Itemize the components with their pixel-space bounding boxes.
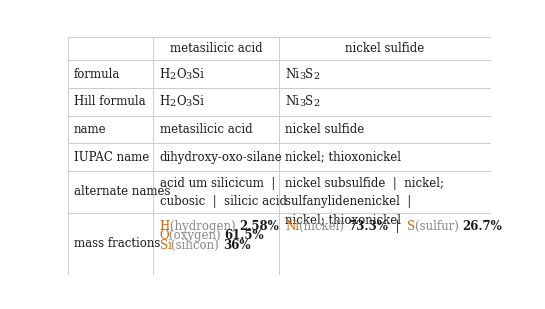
Text: H: H [160,68,170,81]
Text: H: H [160,95,170,108]
Text: S: S [407,220,415,233]
Text: |: | [387,220,407,233]
Text: metasilicic acid: metasilicic acid [170,42,263,55]
Text: 2: 2 [170,99,176,108]
Text: (nickel): (nickel) [299,220,348,233]
Text: 73.3%: 73.3% [348,220,387,233]
Text: mass fractions: mass fractions [74,237,160,250]
Text: 3: 3 [186,99,192,108]
Text: 3: 3 [299,99,305,108]
Text: H: H [160,220,170,233]
Text: formula: formula [74,68,120,81]
Text: (silicon): (silicon) [172,239,223,252]
Text: 36%: 36% [223,239,251,252]
Text: Ni: Ni [285,95,299,108]
Text: S: S [305,95,313,108]
Text: Hill formula: Hill formula [74,95,145,108]
Text: S: S [305,68,313,81]
Text: 61.5%: 61.5% [225,229,264,242]
Text: nickel; thioxonickel: nickel; thioxonickel [285,151,401,164]
Text: acid um silicicum  |
cubosic  |  silicic acid: acid um silicicum | cubosic | silicic ac… [160,177,287,208]
Text: 3: 3 [186,72,192,81]
Text: 2: 2 [313,72,320,81]
Text: dihydroxy-oxo-silane: dihydroxy-oxo-silane [160,151,282,164]
Text: O: O [176,95,186,108]
Text: O: O [160,229,169,242]
Text: Ni: Ni [285,220,299,233]
Text: 2.58%: 2.58% [239,220,279,233]
Text: nickel sulfide: nickel sulfide [285,123,365,136]
Text: Si: Si [160,239,172,252]
Text: Ni: Ni [285,68,299,81]
Text: 26.7%: 26.7% [462,220,502,233]
Text: 2: 2 [313,99,320,108]
Text: O: O [176,68,186,81]
Text: name: name [74,123,106,136]
Text: nickel sulfide: nickel sulfide [345,42,425,55]
Text: (hydrogen): (hydrogen) [170,220,239,233]
Text: Si: Si [192,68,204,81]
Text: 2: 2 [170,72,176,81]
Text: Si: Si [192,95,204,108]
Text: alternate names: alternate names [74,185,170,198]
Text: 3: 3 [299,72,305,81]
Text: nickel subsulfide  |  nickel;
sulfanylidenenickel  |
nickel; thioxonickel: nickel subsulfide | nickel; sulfanyliden… [285,177,444,226]
Text: (oxygen): (oxygen) [169,229,225,242]
Text: metasilicic acid: metasilicic acid [160,123,252,136]
Text: (sulfur): (sulfur) [415,220,462,233]
Text: IUPAC name: IUPAC name [74,151,149,164]
